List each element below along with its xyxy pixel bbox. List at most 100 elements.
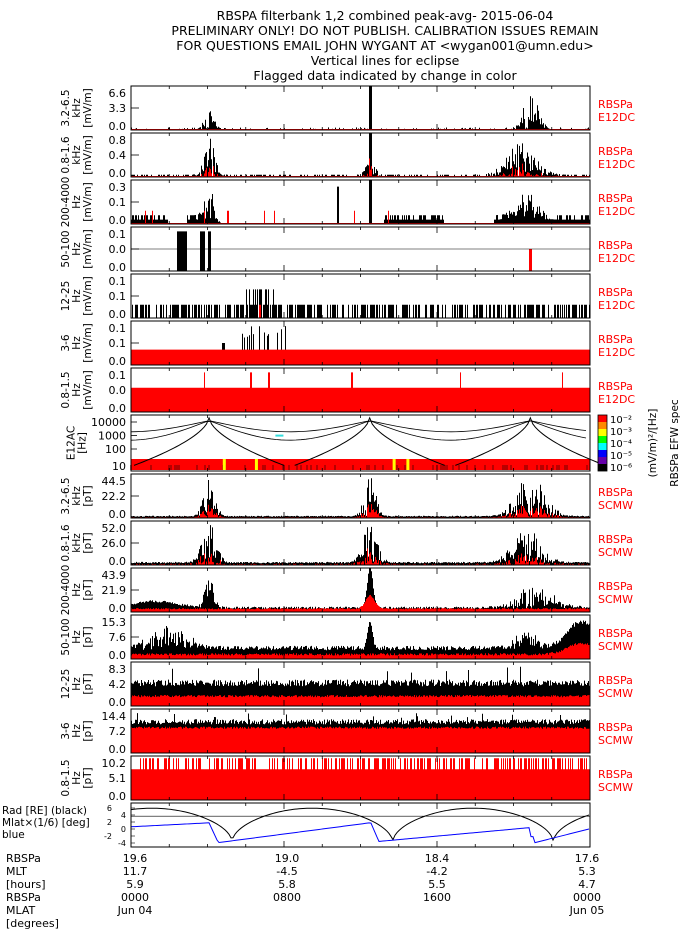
x-tick-label <box>257 904 317 917</box>
y-tick-label: 0.0 <box>109 243 127 256</box>
series-label: RBSPa <box>598 580 633 593</box>
y-tick-label: 21.9 <box>102 584 127 597</box>
series-label: SCMW <box>598 593 633 606</box>
x-tick-label: 5.3 <box>578 865 596 878</box>
y-tick-label: 0.0 <box>109 402 127 415</box>
series-primary <box>131 133 590 177</box>
y-tick-label: 0.0 <box>109 555 127 568</box>
mlat-line <box>130 822 590 844</box>
y-tick-label: 1000 <box>98 430 126 443</box>
x-tick-label: 17.6 <box>574 852 600 865</box>
y-axis-label-line: [pT] <box>82 532 94 553</box>
series-flagged <box>131 372 590 412</box>
y-tick-label: 0.0 <box>109 790 127 803</box>
y-tick-label: 0.1 <box>109 228 127 241</box>
y-axis-label-line: Mlat×(1/6) [deg] <box>2 817 90 829</box>
y-tick-label: 6 <box>107 804 112 813</box>
series-label: RBSPa <box>598 486 633 499</box>
colorbar-tick-label: 10⁻⁴ <box>610 439 632 450</box>
x-tick-label: 0800 <box>273 891 301 904</box>
series-label: E12DC <box>598 393 635 406</box>
y-axis-label-line: [pT] <box>82 579 94 600</box>
spectrogram-cell <box>406 459 410 470</box>
colorbar-segment <box>598 464 607 472</box>
y-axis-label: 0.8-1.5Hz[pT] <box>60 759 94 796</box>
y-tick-label: 43.9 <box>102 569 127 582</box>
colorbar: 10⁻²10⁻³10⁻⁴10⁻⁵10⁻⁶ (mV/m)²/[Hz] RBSPa EF… <box>597 399 681 487</box>
series-label: RBSPa <box>598 145 633 158</box>
y-axis-label-line: 50-100 <box>60 618 72 655</box>
y-axis-label-line: [mV/m] <box>82 323 94 362</box>
y-axis-label-line: [pT] <box>82 720 94 741</box>
y-tick-label: 14.4 <box>102 710 127 723</box>
series-flagged <box>131 758 590 800</box>
y-axis-label-line: Hz <box>71 677 83 691</box>
y-axis-label-line: kHz <box>71 486 83 506</box>
cyclotron-curve <box>130 420 587 433</box>
colorbar-tick-label: 10⁻³ <box>610 427 632 438</box>
radius-line <box>130 807 590 842</box>
title-line: FOR QUESTIONS EMAIL JOHN WYGANT AT <wyga… <box>176 38 594 53</box>
cyclotron-curve <box>455 416 606 466</box>
y-tick-label: 0.1 <box>109 196 127 209</box>
y-axis-label-line: 200-4000 <box>60 565 72 616</box>
series-label: E12DC <box>598 205 635 218</box>
y-tick-label: -2 <box>104 832 112 841</box>
x-tick-label: 5.9 <box>126 878 144 891</box>
y-axis-label-line: 50-100 <box>60 230 72 267</box>
x-tick-label: 18.4 <box>424 852 450 865</box>
y-tick-label: 100 <box>105 443 126 456</box>
title-line: RBSPA filterbank 1,2 combined peak-avg- … <box>216 8 554 23</box>
y-tick-label: 10 <box>112 460 126 473</box>
row-label: [degrees] <box>6 917 59 930</box>
chart-title: RBSPA filterbank 1,2 combined peak-avg- … <box>85 8 685 83</box>
y-axis-label-line: blue <box>2 829 25 841</box>
series-label: E12DC <box>598 299 635 312</box>
y-tick-label: 0 <box>121 825 126 834</box>
colorbar-segment <box>598 443 607 451</box>
series-label: SCMW <box>598 640 633 653</box>
y-tick-label: 7.2 <box>109 725 127 738</box>
y-tick-label: 0.0 <box>109 308 127 321</box>
y-axis-label: 200-4000Hz[pT] <box>60 565 94 616</box>
y-axis-label-line: 0.8-1.6 <box>60 136 72 174</box>
y-tick-label: 0.1 <box>109 275 127 288</box>
y-axis-label-line: 3-6 <box>60 334 72 351</box>
x-tick-label: Jun 04 <box>117 904 153 917</box>
series-label: RBSPa <box>598 239 633 252</box>
y-axis-label: E12AC[Hz] <box>66 426 89 460</box>
colorbar-segment <box>598 436 607 444</box>
y-tick-label: 0.1 <box>109 369 127 382</box>
x-tick-label: 5.5 <box>428 878 446 891</box>
y-tick-label: -4 <box>118 839 126 848</box>
series-label: E12DC <box>598 158 635 171</box>
series-label: RBSPa <box>598 533 633 546</box>
y-axis-label: 3.2-6.5kHz[mV/m] <box>60 88 94 127</box>
series-label: RBSPa <box>598 333 633 346</box>
spectrogram-cell <box>254 459 258 470</box>
series-label: RBSPa <box>598 98 633 111</box>
y-tick-label: 15.3 <box>102 616 127 629</box>
spectrogram-cell <box>392 459 396 470</box>
title-line: PRELIMINARY ONLY! DO NOT PUBLISH. CALIBR… <box>171 23 599 38</box>
y-axis-label-line: kHz <box>71 98 83 118</box>
y-axis-label-line: [mV/m] <box>82 229 94 268</box>
series-label: SCMW <box>598 687 633 700</box>
y-tick-label: 7.6 <box>109 631 127 644</box>
y-axis-label: 12-25Hz[mV/m] <box>60 276 94 315</box>
y-tick-label: 0.1 <box>109 337 127 350</box>
y-axis-label: 50-100Hz[mV/m] <box>60 229 94 268</box>
y-axis-label-line: [pT] <box>82 673 94 694</box>
y-axis-label: 3-6Hz[pT] <box>60 720 94 741</box>
y-axis-label-line: [mV/m] <box>82 370 94 409</box>
y-axis-label-line: [mV/m] <box>82 135 94 174</box>
cyclotron-curve <box>294 416 445 466</box>
y-axis-label-line: [pT] <box>82 485 94 506</box>
x-tick-label: 0000 <box>573 891 601 904</box>
